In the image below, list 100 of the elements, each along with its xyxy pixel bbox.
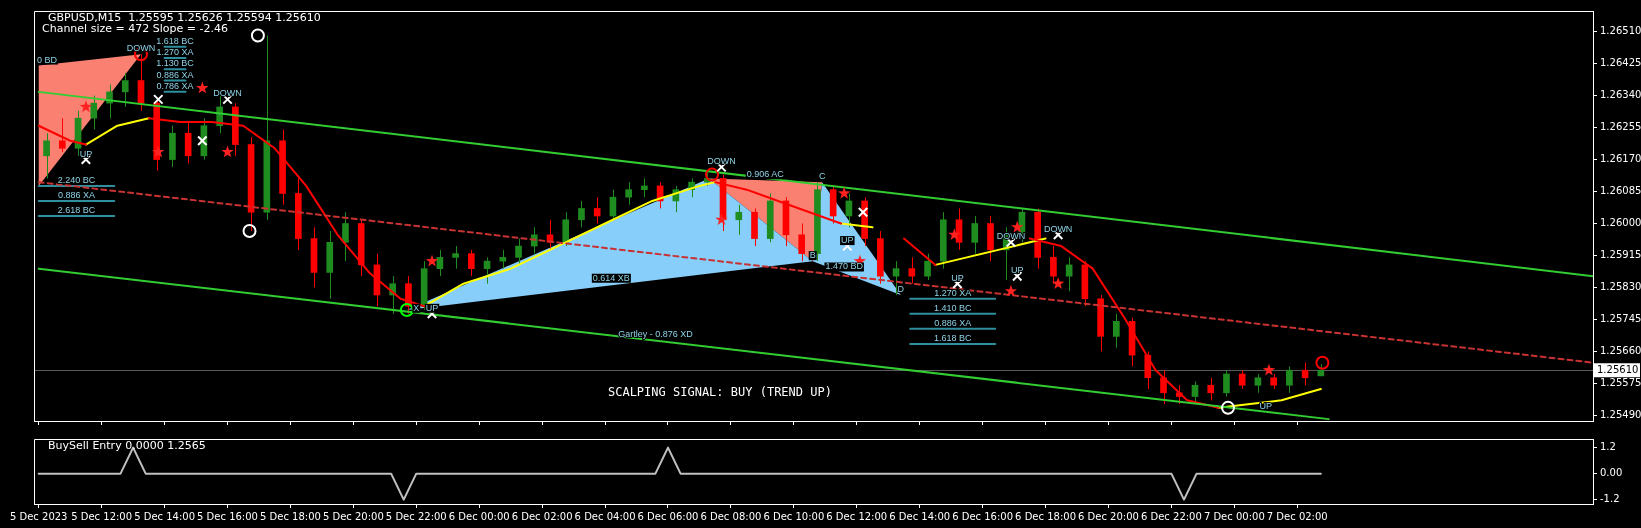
candlestick	[892, 260, 900, 296]
y-tick-label: 1.25915	[1600, 249, 1641, 261]
point	[1004, 284, 1018, 297]
annotation: DOWN	[707, 156, 736, 167]
candlestick	[924, 253, 931, 281]
x-tick-label: 5 Dec 2023	[9, 510, 68, 522]
candlestick	[971, 215, 979, 255]
chart-title: GBPUSD,M15 1.25595 1.25626 1.25594 1.25610	[48, 10, 321, 24]
candlestick	[90, 95, 98, 130]
point	[196, 81, 209, 94]
x-tick-label: 6 Dec 20:00	[1078, 510, 1139, 522]
x-tick-label: 6 Dec 08:00	[700, 510, 762, 522]
candlestick	[1065, 256, 1073, 292]
y-tick-label: 1.2	[1600, 441, 1616, 453]
point	[153, 94, 164, 105]
y-tick-label: -1.2	[1600, 493, 1620, 505]
point	[838, 186, 851, 199]
annotation: 2.618 BC	[57, 205, 96, 215]
annotation: 1.270 XA	[934, 287, 972, 298]
point	[1011, 220, 1024, 233]
annotation: 2.240 BC	[57, 174, 96, 185]
annotation: 0 BD	[37, 54, 58, 65]
x-tick-label: 5 Dec 16:00	[197, 510, 258, 522]
point	[425, 254, 439, 267]
annotation: 0.906 AC	[746, 169, 785, 180]
point	[1262, 363, 1276, 376]
x-tick-label: 6 Dec 02:00	[511, 510, 573, 522]
candlestick	[1238, 369, 1246, 390]
candlestick	[1144, 350, 1152, 390]
annotation: UP	[1010, 265, 1024, 276]
point	[715, 213, 728, 226]
point	[1051, 277, 1065, 289]
ref-line-label: 1.25610	[1597, 363, 1639, 375]
x-tick-label: 6 Dec 12:00	[826, 510, 888, 522]
annotation: 1.618 BC	[933, 332, 972, 343]
candlestick	[342, 211, 349, 262]
annotation: UP	[425, 302, 439, 313]
x-tick-label: 6 Dec 14:00	[889, 510, 951, 522]
candlestick	[1223, 369, 1230, 398]
chart-title: BuySell Entry 0.0000 1.2565	[48, 438, 206, 452]
candlestick	[121, 72, 129, 108]
candlestick	[530, 226, 538, 255]
candlestick	[578, 200, 585, 228]
point	[197, 135, 208, 147]
y-tick-label: 1.25575	[1600, 376, 1641, 388]
x-tick-label: 7 Dec 02:00	[1266, 510, 1328, 522]
candlestick	[1286, 365, 1293, 394]
annotation: 0.614 XB	[592, 272, 630, 283]
y-tick-label: 0.00	[1600, 467, 1623, 479]
y-tick-label: 1.26085	[1600, 185, 1641, 197]
x-tick-label: 7 Dec 00:00	[1203, 510, 1265, 522]
candlestick	[798, 223, 806, 262]
annotation: UP	[951, 272, 964, 283]
y-tick-label: 1.26000	[1600, 217, 1641, 229]
candlestick	[43, 132, 50, 179]
candlestick	[1207, 377, 1215, 401]
annotation: X	[413, 302, 420, 313]
candlestick	[184, 121, 192, 164]
point	[221, 145, 234, 158]
annotation: 1.270 XA	[156, 47, 194, 58]
x-tick-label: 6 Dec 16:00	[952, 510, 1014, 522]
candlestick	[593, 196, 601, 225]
point	[152, 145, 165, 158]
annotation: SCALPING SIGNAL: BUY (TREND UP)	[607, 385, 832, 400]
candlestick	[1050, 245, 1057, 285]
annotation: DOWN	[213, 88, 242, 99]
annotation: UP	[841, 235, 854, 246]
annotation: UP	[1259, 400, 1273, 411]
x-tick-label: 6 Dec 06:00	[637, 510, 699, 522]
annotation: 1.618 BC	[156, 35, 195, 46]
y-tick-label: 1.26425	[1600, 57, 1641, 69]
point	[857, 207, 869, 218]
x-tick-label: 5 Dec 18:00	[259, 510, 321, 522]
annotation: DOWN	[126, 43, 156, 54]
candlestick	[735, 204, 743, 236]
y-tick-label: 1.25490	[1600, 408, 1641, 420]
candlestick	[468, 249, 475, 277]
annotation: 0.886 XA	[934, 317, 972, 328]
x-tick-label: 5 Dec 12:00	[71, 510, 133, 522]
annotation: 1.130 BC	[156, 58, 195, 69]
point	[1315, 355, 1330, 370]
candlestick	[1254, 373, 1262, 394]
x-tick-label: 6 Dec 00:00	[448, 510, 510, 522]
annotation: 0.886 XA	[57, 189, 95, 200]
annotation: 1.410 BC	[933, 302, 972, 313]
annotation: 1.470 BD	[825, 261, 864, 272]
y-tick-label: 1.26255	[1600, 121, 1641, 133]
x-tick-label: 6 Dec 18:00	[1015, 510, 1076, 522]
y-tick-label: 1.26170	[1600, 153, 1641, 165]
annotation: UP	[79, 148, 93, 159]
candlestick	[452, 245, 459, 270]
candlestick	[515, 238, 522, 266]
annotation: C	[818, 171, 826, 182]
candlestick	[562, 211, 570, 247]
candlestick	[908, 256, 916, 285]
candlestick	[625, 181, 632, 206]
annotation: 0.786 XA	[156, 80, 194, 91]
y-tick-label: 1.25830	[1600, 281, 1641, 293]
x-tick-label: 5 Dec 22:00	[385, 510, 447, 522]
y-tick-label: 1.25745	[1600, 313, 1641, 325]
